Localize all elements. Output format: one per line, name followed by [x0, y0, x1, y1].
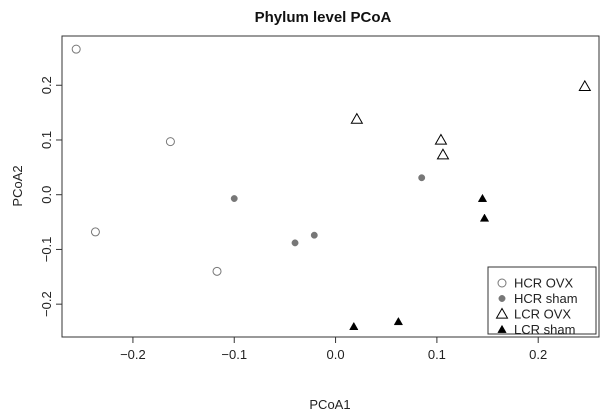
data-points — [71, 44, 592, 331]
point-lcr-sham — [479, 213, 490, 222]
legend-label-hcr-sham: HCR sham — [514, 291, 578, 306]
point-lcr-sham — [393, 316, 404, 326]
x-axis-title: PCoA1 — [309, 397, 350, 412]
point-hcr-sham — [310, 231, 318, 239]
plot-frame — [61, 35, 600, 338]
point-hcr-ovx — [90, 227, 100, 237]
point-lcr-sham — [477, 193, 488, 202]
legend-marker-lcr-ovx — [495, 307, 509, 319]
x-tick-label: −0.1 — [221, 347, 247, 362]
point-hcr-ovx — [212, 266, 222, 276]
y-tick-label: 0.1 — [39, 131, 54, 149]
point-lcr-sham — [349, 321, 359, 331]
y-tick-label: −0.1 — [39, 237, 54, 263]
point-lcr-ovx — [578, 79, 592, 91]
x-tick-label: 0.0 — [327, 347, 345, 362]
y-tick-label: 0.2 — [39, 76, 54, 94]
y-tick-label: 0.0 — [39, 186, 54, 204]
point-lcr-ovx — [350, 112, 364, 124]
legend-label-hcr-ovx: HCR OVX — [514, 276, 574, 291]
point-hcr-sham — [230, 195, 238, 202]
point-lcr-ovx — [434, 133, 448, 145]
chart-title: Phylum level PCoA — [255, 9, 392, 26]
point-hcr-sham — [418, 174, 426, 182]
y-tick-label: −0.2 — [39, 291, 54, 317]
x-axis: −0.2 −0.1 0.0 0.1 0.2 — [120, 337, 547, 362]
legend-box — [487, 266, 597, 335]
legend-marker-lcr-sham — [497, 324, 507, 333]
y-axis: −0.2 −0.1 0.0 0.1 0.2 — [39, 76, 62, 317]
y-axis-title: PCoA2 — [10, 165, 25, 206]
point-hcr-sham — [291, 239, 299, 247]
legend-label-lcr-ovx: LCR OVX — [514, 307, 571, 322]
legend-marker-hcr-sham — [498, 295, 506, 302]
legend-label-lcr-sham: LCR sham — [514, 322, 575, 337]
point-hcr-ovx — [165, 137, 175, 147]
point-lcr-ovx — [436, 148, 450, 160]
x-tick-label: −0.2 — [120, 347, 146, 362]
x-tick-label: 0.1 — [428, 347, 446, 362]
x-tick-label: 0.2 — [529, 347, 547, 362]
legend-marker-hcr-ovx — [497, 278, 507, 288]
point-hcr-ovx — [71, 44, 81, 54]
